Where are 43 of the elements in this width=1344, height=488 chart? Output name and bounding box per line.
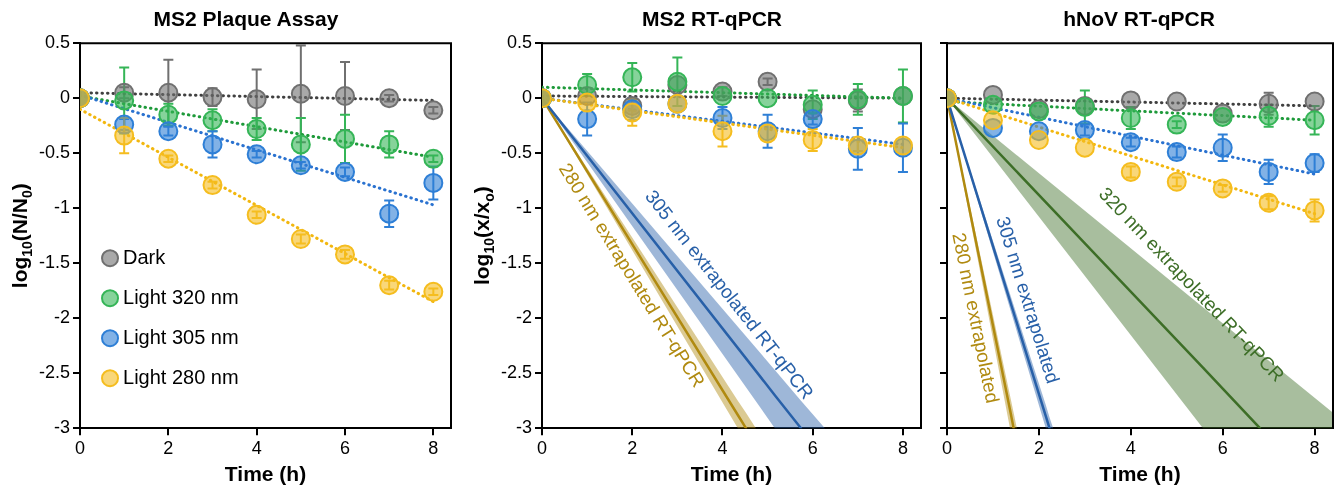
x-tick-label: 4	[251, 437, 262, 458]
legend-label: Dark	[123, 245, 167, 268]
y-axis-title: log10(N/N0)	[8, 183, 35, 289]
chart-title: MS2 Plaque Assay	[153, 7, 339, 31]
y-tick-label: -1	[54, 197, 71, 218]
y-tick-label: -1.5	[500, 252, 533, 273]
x-tick-label: 8	[897, 437, 908, 458]
x-tick-label: 8	[1309, 437, 1320, 458]
y-tick-label: -1.5	[38, 252, 71, 273]
x-tick-label: 6	[340, 437, 351, 458]
x-tick-label: 2	[627, 437, 638, 458]
y-tick-label: 0.5	[506, 32, 533, 53]
x-tick-label: 0	[941, 437, 953, 458]
y-tick-label: 0	[60, 87, 71, 108]
y-tick-label: -0.5	[500, 142, 533, 163]
x-tick-label: 6	[1217, 437, 1228, 458]
x-tick-label: 4	[717, 437, 728, 458]
legend-label: Light 320 nm	[123, 285, 239, 308]
legend-label: Light 280 nm	[123, 365, 239, 388]
y-tick-label: -0.5	[38, 142, 71, 163]
y-axis-title: log10(x/xo)	[470, 186, 497, 286]
x-tick-label: 0	[75, 437, 86, 458]
x-axis-title: Time (h)	[1099, 462, 1181, 486]
y-tick-label: 0	[522, 87, 533, 108]
x-tick-label: 4	[1125, 437, 1136, 458]
x-axis-title: Time (h)	[224, 462, 307, 486]
y-tick-label: -2.5	[500, 362, 533, 383]
x-tick-label: 8	[428, 437, 439, 458]
y-tick-label: 0.5	[44, 32, 71, 53]
y-tick-label: -3	[54, 417, 71, 438]
y-tick-label: -2	[54, 307, 71, 328]
y-tick-label: -2	[516, 307, 533, 328]
y-tick-label: -1	[516, 197, 533, 218]
x-tick-label: 6	[807, 437, 818, 458]
x-tick-label: 0	[537, 437, 548, 458]
chart-title: MS2 RT-qPCR	[641, 7, 783, 31]
x-tick-label: 2	[1033, 437, 1044, 458]
y-tick-label: -2.5	[38, 362, 71, 383]
y-tick-label: -3	[516, 417, 533, 438]
x-tick-label: 2	[163, 437, 174, 458]
x-axis-title: Time (h)	[690, 462, 773, 486]
legend-label: Light 305 nm	[123, 325, 239, 348]
chart-title: hNoV RT-qPCR	[1063, 7, 1215, 31]
